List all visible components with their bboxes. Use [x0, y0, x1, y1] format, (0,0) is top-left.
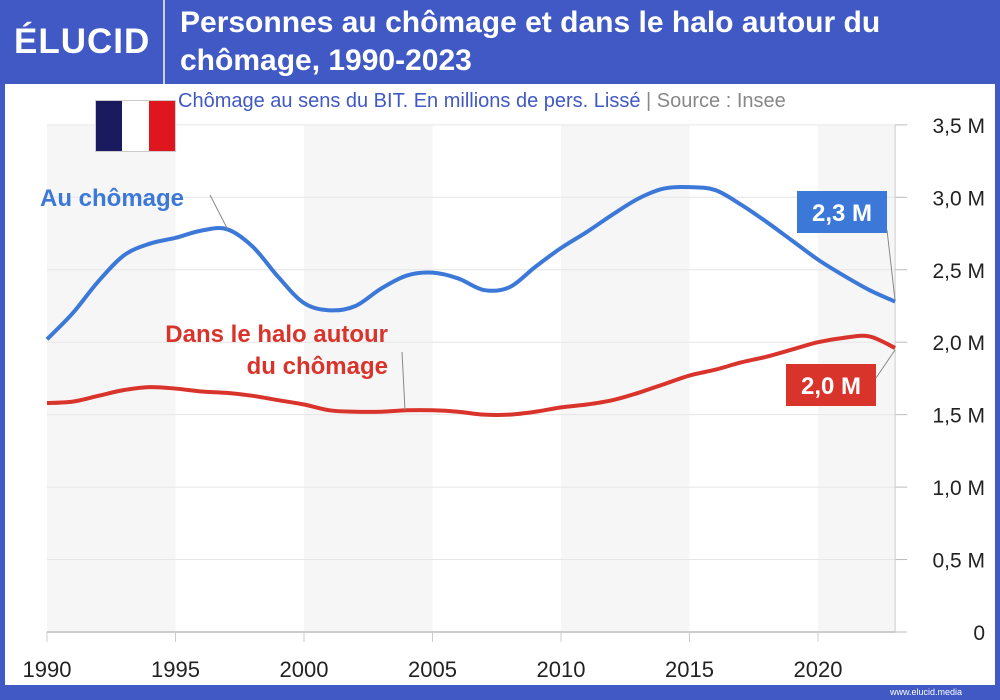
subtitle-text: Chômage au sens du BIT. En millions de p… — [178, 90, 641, 112]
end-label-box — [786, 364, 876, 406]
y-tick-label: 2,0 M — [932, 332, 985, 355]
x-tick-label: 1990 — [23, 657, 72, 682]
source: Source : Insee — [656, 90, 786, 112]
background-band — [304, 124, 433, 632]
leader-line — [209, 194, 229, 231]
leader-line — [886, 229, 896, 301]
end-label-halo: 2,0 M — [801, 373, 861, 400]
france-flag-icon — [95, 100, 176, 152]
y-tick-label: 3,5 M — [932, 115, 985, 138]
leader-line — [875, 349, 896, 379]
series-label-halo-2: du chômage — [247, 353, 388, 380]
x-tick-label: 1995 — [151, 657, 200, 682]
y-tick-label: 0 — [973, 622, 985, 645]
y-tick-label: 1,5 M — [932, 405, 985, 428]
leader-line — [401, 351, 406, 411]
x-tick-label: 2005 — [408, 657, 457, 682]
flag-white — [122, 101, 149, 151]
background-band — [561, 124, 690, 632]
footer-url[interactable]: www.elucid.media — [889, 687, 962, 697]
flag-red — [148, 101, 175, 151]
subtitle: Chômage au sens du BIT. En millions de p… — [178, 90, 786, 113]
x-tick-label: 2020 — [794, 657, 843, 682]
series-line-chomage — [45, 184, 896, 341]
series-label-chomage: Au chômage — [40, 185, 184, 212]
header: ÉLUCID Personnes au chômage et dans le h… — [0, 0, 1000, 84]
x-tick-label: 2000 — [280, 657, 329, 682]
end-label-chomage: 2,3 M — [812, 200, 872, 227]
flag-blue — [96, 101, 123, 151]
end-label-box — [797, 191, 887, 233]
series-line-halo — [46, 333, 896, 418]
y-tick-label: 2,5 M — [932, 260, 985, 283]
x-tick-label: 2015 — [665, 657, 714, 682]
x-tick-label: 2010 — [537, 657, 586, 682]
series-label-halo-1: Dans le halo autour — [165, 321, 388, 348]
separator: | — [646, 90, 652, 112]
logo: ÉLUCID — [14, 22, 151, 61]
y-tick-label: 3,0 M — [932, 187, 985, 210]
chart-title: Personnes au chômage et dans le halo aut… — [180, 6, 881, 77]
divider — [163, 0, 165, 84]
y-tick-label: 1,0 M — [932, 477, 985, 500]
background-band — [47, 124, 176, 632]
y-tick-label: 0,5 M — [932, 550, 985, 573]
